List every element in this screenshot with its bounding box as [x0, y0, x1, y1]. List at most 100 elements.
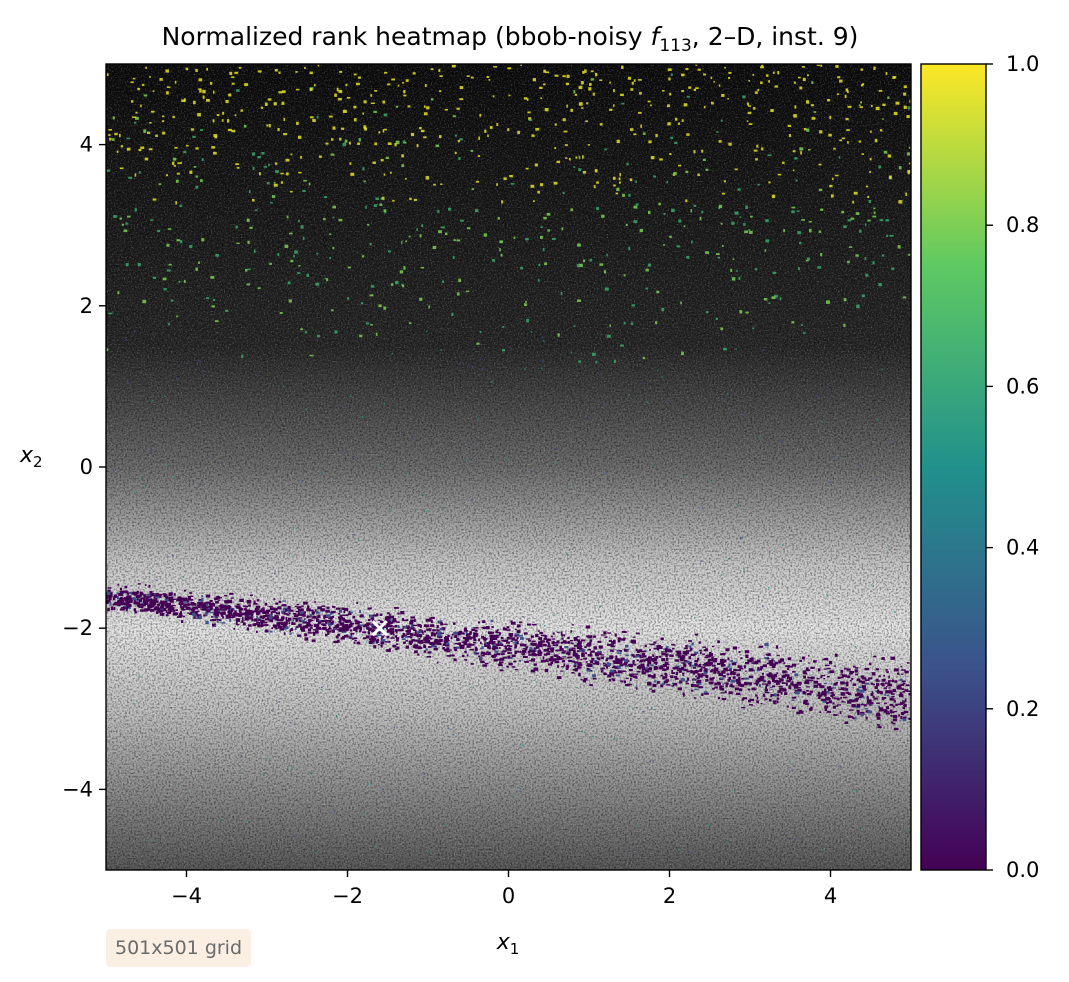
high-rank-speckle — [373, 110, 377, 113]
high-rank-speckle — [794, 157, 798, 160]
mid-rank-speckle — [484, 841, 487, 844]
low-rank-cell — [430, 619, 433, 624]
low-rank-cell — [576, 646, 581, 650]
low-rank-cell — [446, 650, 451, 653]
low-rank-cell — [692, 673, 696, 675]
low-rank-cell — [112, 597, 116, 601]
high-rank-speckle — [395, 280, 399, 285]
low-rank-cell — [359, 621, 363, 624]
low-rank-cell — [834, 665, 837, 667]
low-rank-cell — [320, 608, 325, 612]
high-rank-speckle — [383, 209, 387, 213]
low-rank-cell — [741, 707, 746, 709]
low-rank-cell — [117, 603, 121, 607]
low-rank-cell — [617, 652, 622, 654]
high-rank-speckle — [798, 241, 802, 245]
low-rank-cell — [773, 660, 775, 662]
low-rank-cell — [409, 643, 412, 646]
low-rank-cell — [648, 668, 652, 671]
low-rank-cell — [661, 658, 666, 662]
low-rank-cell — [325, 614, 331, 618]
low-rank-cell — [890, 711, 895, 714]
high-rank-speckle — [715, 317, 718, 320]
high-rank-speckle — [296, 121, 299, 125]
low-rank-cell — [871, 691, 874, 694]
low-rank-cell — [781, 682, 787, 684]
low-rank-cell — [511, 637, 516, 641]
high-rank-speckle — [454, 151, 457, 155]
low-rank-cell — [717, 682, 721, 686]
mid-rank-speckle — [664, 483, 667, 485]
high-rank-speckle — [283, 117, 286, 121]
high-rank-speckle — [833, 147, 836, 150]
low-rank-cell — [636, 666, 640, 669]
high-rank-speckle — [249, 226, 253, 229]
high-rank-speckle — [754, 91, 758, 94]
low-rank-cell — [630, 675, 634, 678]
high-rank-speckle — [413, 198, 418, 201]
high-rank-speckle — [543, 69, 547, 73]
high-rank-speckle — [300, 225, 304, 229]
high-rank-speckle — [309, 88, 313, 91]
low-rank-cell — [892, 705, 895, 708]
low-rank-cell — [507, 651, 510, 654]
high-rank-speckle — [500, 253, 503, 257]
high-rank-speckle — [772, 271, 777, 274]
low-rank-cell — [514, 635, 517, 637]
low-rank-cell — [301, 613, 306, 615]
low-rank-cell — [586, 668, 591, 672]
high-rank-speckle — [206, 67, 208, 71]
low-rank-cell — [856, 703, 861, 708]
low-rank-cell — [270, 611, 273, 615]
high-rank-speckle — [384, 211, 387, 214]
high-rank-speckle — [390, 171, 392, 174]
low-rank-cell — [593, 646, 598, 650]
high-rank-speckle — [830, 194, 834, 198]
low-rank-cell — [373, 645, 377, 649]
low-rank-cell — [269, 607, 275, 611]
low-rank-cell — [901, 680, 906, 683]
low-rank-cell — [875, 713, 881, 717]
high-rank-speckle — [387, 83, 391, 86]
low-rank-cell — [133, 601, 139, 605]
high-rank-speckle — [175, 179, 179, 183]
low-rank-cell — [556, 655, 561, 658]
high-rank-speckle — [693, 88, 697, 92]
low-rank-cell — [457, 642, 461, 646]
high-rank-speckle — [394, 143, 397, 147]
low-rank-cell — [401, 635, 404, 639]
low-rank-cell — [187, 612, 190, 614]
low-rank-cell — [419, 624, 422, 628]
low-rank-cell — [164, 598, 169, 602]
low-rank-cell — [398, 629, 403, 632]
low-rank-cell — [165, 614, 169, 617]
low-rank-cell — [560, 641, 563, 644]
low-rank-cell — [518, 621, 523, 623]
mid-rank-speckle — [654, 465, 656, 467]
mid-rank-speckle — [727, 558, 730, 560]
low-rank-cell — [852, 717, 857, 720]
low-rank-cell — [708, 654, 712, 658]
high-rank-speckle — [253, 249, 256, 253]
y-tick-label: 0 — [80, 455, 93, 479]
low-rank-cell — [491, 640, 496, 644]
low-rank-cell — [353, 627, 357, 631]
high-rank-speckle — [430, 98, 434, 101]
low-rank-cell — [669, 654, 674, 657]
low-rank-cell — [908, 717, 911, 721]
low-rank-cell — [423, 630, 426, 633]
low-rank-cell — [631, 654, 635, 657]
low-rank-cell — [394, 635, 398, 638]
low-rank-cell — [833, 714, 838, 716]
high-rank-speckle — [797, 231, 802, 235]
low-rank-cell — [563, 663, 566, 667]
high-rank-speckle — [735, 270, 738, 272]
high-rank-speckle — [551, 237, 556, 240]
low-rank-cell — [764, 643, 769, 647]
low-rank-cell — [244, 613, 247, 616]
low-rank-cell — [183, 603, 186, 605]
low-rank-cell — [723, 659, 727, 663]
low-rank-cell — [712, 660, 717, 663]
low-rank-cell — [539, 632, 544, 635]
low-rank-cell — [818, 696, 821, 700]
